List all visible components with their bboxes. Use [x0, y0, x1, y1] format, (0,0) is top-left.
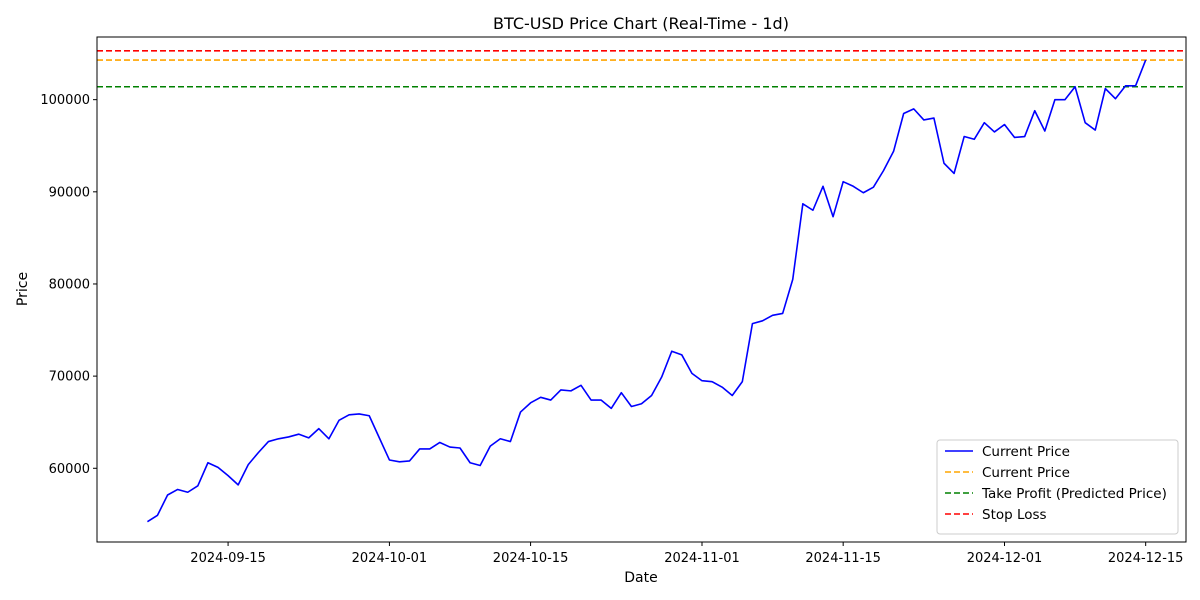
legend-label: Current Price: [982, 444, 1070, 460]
series-layer: [146, 59, 1147, 523]
y-tick-label: 80000: [49, 277, 90, 292]
x-tick-label: 2024-10-15: [493, 551, 569, 566]
plot-frame: [96, 36, 1187, 543]
legend-label: Current Price: [982, 465, 1070, 481]
legend: Current Price Current Price Take Profit (P…: [936, 439, 1179, 535]
x-tick-label: 2024-10-01: [352, 551, 428, 566]
x-ticks: 2024-09-15 2024-10-01 2024-10-15 2024-11-01…: [190, 542, 1183, 566]
x-tick-label: 2024-09-15: [190, 551, 266, 566]
chart-title: BTC-USD Price Chart (Real-Time - 1d): [493, 14, 789, 33]
x-tick-label: 2024-11-15: [805, 551, 881, 566]
x-tick-label: 2024-12-15: [1108, 551, 1184, 566]
y-axis-label: Price: [15, 272, 31, 306]
legend-box: [936, 439, 1179, 535]
x-tick-label: 2024-11-01: [664, 551, 740, 566]
y-tick-label: 70000: [49, 370, 90, 385]
horizontal-lines: [97, 50, 1186, 88]
y-tick-label: 100000: [40, 93, 90, 108]
y-ticks: 60000 70000 80000 90000 100000: [40, 93, 97, 477]
x-axis-label: Date: [624, 570, 657, 586]
series-line-0: [146, 59, 1147, 523]
legend-label: Stop Loss: [982, 507, 1047, 523]
y-tick-label: 90000: [49, 185, 90, 200]
x-tick-label: 2024-12-01: [967, 551, 1043, 566]
y-tick-label: 60000: [49, 462, 90, 477]
legend-label: Take Profit (Predicted Price): [981, 486, 1167, 502]
